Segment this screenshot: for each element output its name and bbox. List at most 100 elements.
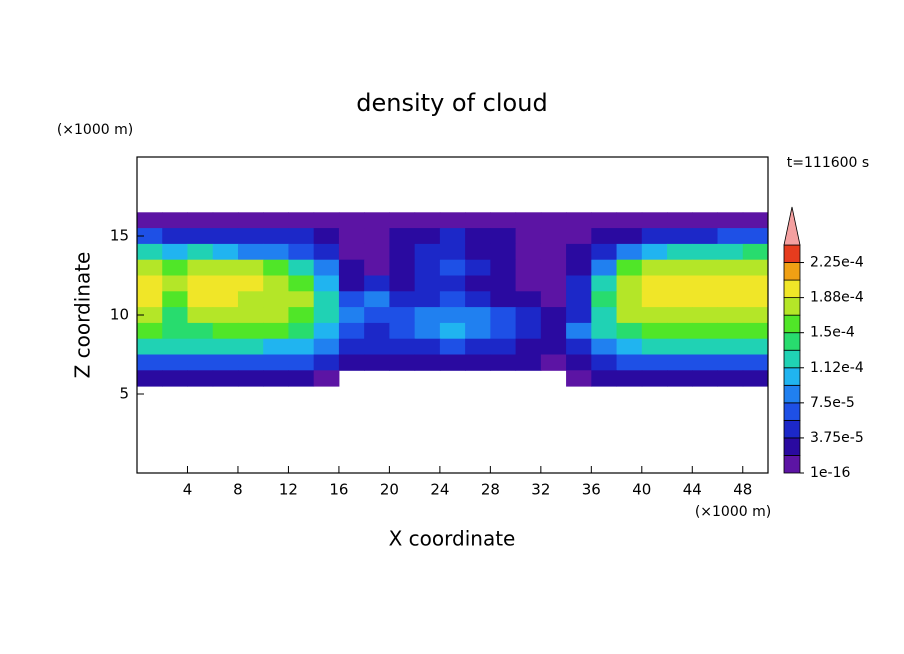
- colorbar-tick-label: 2.25e-4: [810, 255, 864, 271]
- contour-cell: [162, 275, 188, 292]
- contour-cell: [566, 291, 592, 308]
- contour-cell: [288, 228, 315, 245]
- contour-cell: [515, 322, 542, 340]
- contour-cell: [364, 275, 390, 292]
- contour-cell: [162, 338, 188, 355]
- contour-cell: [717, 275, 744, 292]
- contour-cell: [364, 291, 390, 308]
- contour-cell: [490, 275, 517, 292]
- contour-cell: [439, 275, 466, 292]
- contour-cell: [338, 243, 365, 261]
- contour-cell: [566, 354, 592, 371]
- contour-cell: [616, 370, 643, 387]
- contour-cell: [212, 259, 239, 276]
- contour-cell: [389, 354, 416, 371]
- contour-cell: [414, 243, 441, 261]
- contour-cell: [465, 338, 491, 355]
- contour-cell: [439, 322, 466, 340]
- contour-cell: [338, 322, 365, 340]
- x-tick-label: 16: [329, 481, 348, 499]
- contour-cell: [515, 275, 542, 292]
- contour-cell: [187, 243, 214, 261]
- contour-cell: [237, 243, 264, 261]
- colorbar-box: [783, 367, 801, 386]
- contour-cell: [313, 307, 340, 324]
- contour-cell: [137, 354, 163, 371]
- contour-cell: [717, 259, 744, 276]
- x-tick-label: 20: [380, 481, 399, 499]
- contour-cell: [667, 370, 693, 387]
- contour-cell: [389, 338, 416, 355]
- contour-cell: [540, 228, 567, 245]
- contour-cell: [263, 243, 289, 261]
- contour-cell: [338, 354, 365, 371]
- contour-cell: [263, 259, 289, 276]
- contour-cell: [742, 370, 769, 387]
- contour-cell: [237, 275, 264, 292]
- contour-cell: [616, 354, 643, 371]
- contour-cell: [515, 243, 542, 261]
- colorbar-box: [783, 297, 801, 316]
- contour-cell: [742, 212, 769, 229]
- contour-cell: [162, 243, 188, 261]
- contour-cell: [237, 259, 264, 276]
- contour-cell: [742, 243, 769, 261]
- contour-cell: [288, 291, 315, 308]
- contour-cell: [540, 275, 567, 292]
- contour-cell: [212, 354, 239, 371]
- chart-title: density of cloud: [356, 89, 547, 117]
- contour-cell: [717, 307, 744, 324]
- contour-cell: [187, 338, 214, 355]
- contour-cell: [742, 259, 769, 276]
- contour-cell: [237, 212, 264, 229]
- contour-cell: [137, 370, 163, 387]
- contour-cell: [237, 370, 264, 387]
- contour-cell: [490, 243, 517, 261]
- x-tick-label: 40: [632, 481, 651, 499]
- contour-cell: [490, 307, 517, 324]
- contour-cell: [616, 259, 643, 276]
- x-axis-label: X coordinate: [389, 527, 516, 551]
- x-tick-label: 24: [430, 481, 449, 499]
- contour-cell: [414, 354, 441, 371]
- contour-cell: [591, 212, 618, 229]
- contour-cell: [414, 338, 441, 355]
- contour-cell: [439, 212, 466, 229]
- contour-cell: [313, 259, 340, 276]
- contour-cell: [465, 307, 491, 324]
- contour-cell: [338, 212, 365, 229]
- colorbar-box: [783, 384, 801, 404]
- contour-cell: [566, 259, 592, 276]
- y-axis-label: Z coordinate: [71, 252, 95, 379]
- colorbar-tick-label: 3.75e-5: [810, 430, 864, 446]
- contour-cell: [490, 338, 517, 355]
- contour-cell: [566, 228, 592, 245]
- contour-cell: [616, 338, 643, 355]
- contour-cell: [566, 338, 592, 355]
- contour-cell: [137, 275, 163, 292]
- contour-cell: [364, 243, 390, 261]
- contour-cell: [162, 291, 188, 308]
- contour-cell: [515, 307, 542, 324]
- contour-cell: [591, 243, 618, 261]
- contour-cell: [364, 354, 390, 371]
- contour-cell: [313, 354, 340, 371]
- contour-cell: [414, 259, 441, 276]
- contour-cell: [237, 338, 264, 355]
- y-tick-label: 10: [110, 306, 129, 324]
- contour-cell: [717, 370, 744, 387]
- contour-cell: [667, 275, 693, 292]
- colorbar-tick-label: 1e-16: [810, 465, 850, 481]
- contour-cell: [515, 338, 542, 355]
- colorbar-box: [783, 349, 801, 369]
- contour-cell: [212, 243, 239, 261]
- colorbar-box: [783, 314, 801, 334]
- contour-cell: [288, 322, 315, 340]
- contour-cell: [717, 212, 744, 229]
- contour-cell: [389, 212, 416, 229]
- contour-cell: [338, 228, 365, 245]
- contour-cell: [717, 291, 744, 308]
- contour-cell: [414, 307, 441, 324]
- contour-cell: [641, 338, 668, 355]
- colorbar-box: [783, 437, 801, 456]
